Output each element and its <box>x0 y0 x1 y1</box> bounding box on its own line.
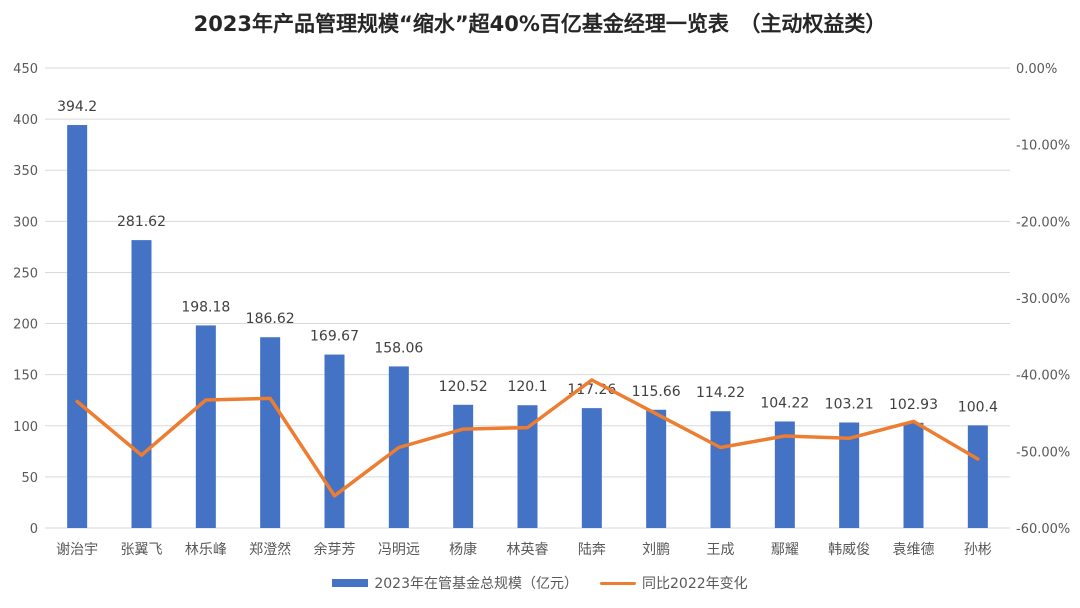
y-left-tick-label: 400 <box>13 113 38 128</box>
legend-item-bar: 2023年在管基金总规模（亿元） <box>332 573 578 593</box>
bar <box>195 325 216 528</box>
line-point <box>461 427 465 431</box>
legend-bar-label: 2023年在管基金总规模（亿元） <box>374 576 578 592</box>
y-right-tick-label: -20.00% <box>1016 215 1070 230</box>
bar-value-label: 198.18 <box>181 299 230 315</box>
x-tick-label: 陆奔 <box>578 542 606 558</box>
bar-value-label: 120.52 <box>439 379 488 395</box>
line-point <box>719 446 722 449</box>
legend-item-line: 同比2022年变化 <box>600 573 748 593</box>
x-tick-label: 袁维德 <box>893 542 935 558</box>
x-tick-label: 杨康 <box>449 541 477 558</box>
y-right-tick-label: 0.00% <box>1016 62 1057 77</box>
bar <box>774 421 795 528</box>
y-left-tick-label: 450 <box>13 62 38 77</box>
x-tick-label: 林乐峰 <box>185 542 227 558</box>
y-left-tick-label: 250 <box>13 266 38 281</box>
bar <box>839 422 860 528</box>
x-tick-label: 余芽芳 <box>314 541 356 558</box>
y-left-tick-label: 0 <box>30 522 38 537</box>
bar <box>646 409 667 528</box>
x-tick-label: 林英睿 <box>507 541 549 558</box>
bar-value-label: 115.66 <box>632 384 681 400</box>
bar-value-label: 103.21 <box>825 396 874 412</box>
x-tick-label: 张翼飞 <box>121 542 163 558</box>
line-point <box>976 457 980 461</box>
line-point <box>140 453 143 457</box>
x-tick-label: 冯明远 <box>378 542 420 558</box>
bar-value-label: 186.62 <box>246 311 295 327</box>
line-point <box>847 436 851 440</box>
bar-value-label: 394.2 <box>57 99 97 115</box>
y-right-tick-label: -10.00% <box>1016 139 1070 154</box>
bar <box>710 411 731 528</box>
line-point <box>783 434 787 438</box>
x-tick-label: 郑澄然 <box>249 541 291 558</box>
bar-value-label: 158.06 <box>374 340 423 356</box>
bar <box>67 125 88 528</box>
bar <box>967 425 988 528</box>
y-left-tick-label: 350 <box>13 164 38 179</box>
y-right-tick-label: -60.00% <box>1016 522 1070 537</box>
y-right-tick-label: -30.00% <box>1016 292 1070 307</box>
x-tick-label: 王成 <box>707 542 735 558</box>
bar-value-label: 104.22 <box>760 395 809 411</box>
bar-value-label: 120.1 <box>507 379 547 395</box>
legend-line-label: 同比2022年变化 <box>642 576 748 592</box>
line-point <box>654 412 658 416</box>
x-tick-label: 鄢耀 <box>771 542 799 558</box>
line-point <box>75 400 79 403</box>
y-left-tick-label: 100 <box>13 420 38 435</box>
bar <box>517 405 538 528</box>
y-left-tick-label: 150 <box>13 369 38 384</box>
bar <box>324 354 345 528</box>
x-tick-label: 刘鹏 <box>642 542 670 558</box>
bar <box>260 337 281 528</box>
chart-title: 2023年产品管理规模“缩水”超40%百亿基金经理一览表 （主动权益类） <box>193 12 887 36</box>
x-tick-label: 韩威俊 <box>828 542 870 558</box>
x-tick-label: 孙彬 <box>964 542 992 558</box>
legend: 2023年在管基金总规模（亿元） 同比2022年变化 <box>0 573 1080 593</box>
bar-value-label: 100.4 <box>958 399 998 415</box>
line-point <box>268 396 272 400</box>
chart-area: 0 50 100 150 200 250 300 350 400 450 -60.00% -50.00… <box>13 62 1070 558</box>
y-right-tick-label: -50.00% <box>1016 445 1070 460</box>
y-right-tick-label: -40.00% <box>1016 369 1070 384</box>
bar-value-label: 169.67 <box>310 329 359 345</box>
line-point <box>204 398 208 402</box>
line-point <box>333 494 336 498</box>
x-tick-label: 谢治宇 <box>56 542 98 558</box>
legend-bar-swatch <box>332 579 369 587</box>
bar <box>903 422 924 528</box>
bar <box>453 404 474 528</box>
line-point <box>397 446 401 449</box>
line-point <box>912 419 915 423</box>
y-left-tick-label: 50 <box>21 471 38 486</box>
line-point <box>526 426 529 430</box>
bar <box>131 240 152 529</box>
legend-line-swatch <box>600 581 636 585</box>
bar <box>581 408 602 528</box>
bar-value-label: 102.93 <box>889 397 938 413</box>
bar-value-label: 114.22 <box>696 385 745 401</box>
y-left-tick-label: 300 <box>13 215 38 230</box>
bar-value-label: 281.62 <box>117 214 166 230</box>
line-point <box>590 378 594 382</box>
y-left-tick-label: 200 <box>13 318 38 333</box>
